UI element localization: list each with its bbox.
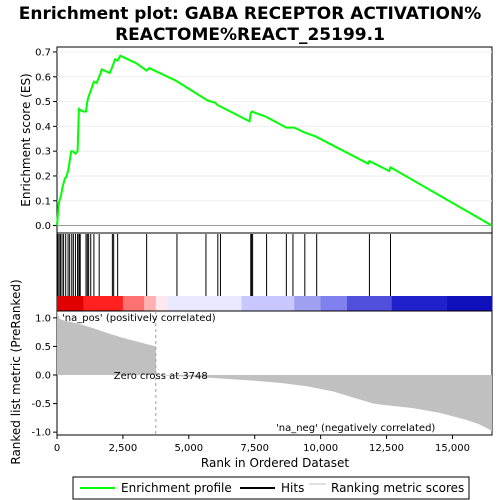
metric-y-axis-title: Ranked list metric (PreRanked) (9, 279, 23, 464)
es-y-tick-label: 0.0 (35, 221, 51, 232)
colorbar-segment (347, 296, 393, 311)
metric-y-tick-label: -1.0 (31, 428, 51, 439)
es-y-tick-label: 0.7 (35, 47, 51, 58)
colorbar-segment (167, 296, 243, 311)
es-y-axis: 0.0 0.1 0.2 0.3 0.4 0.5 0.6 0.7 (35, 47, 57, 232)
x-axis-title: Rank in Ordered Dataset (201, 456, 349, 470)
legend-label-enrichment: Enrichment profile (121, 481, 232, 495)
x-tick-label: 0 (54, 443, 60, 454)
legend-label-hits: Hits (281, 481, 304, 495)
x-tick-label: 15,000 (435, 443, 470, 454)
colorbar-segment (144, 296, 157, 311)
es-y-tick-label: 0.5 (35, 97, 51, 108)
es-y-tick-label: 0.6 (35, 72, 51, 83)
chart-title-line-2: REACTOME%REACT_25199.1 (115, 25, 385, 45)
enrichment-profile-line (56, 54, 493, 227)
es-panel-frame (56, 46, 493, 234)
colorbar-segment (83, 296, 124, 311)
negative-correlation-label: 'na_neg' (negatively correlated) (276, 423, 435, 434)
es-y-tick-label: 0.1 (35, 196, 51, 207)
es-y-tick-label: 0.4 (35, 122, 51, 133)
hits-markers (57, 234, 391, 296)
x-axis: 0 2,500 5,000 7,500 10,000 12,500 15,000 (54, 435, 470, 454)
x-tick-label: 12,500 (369, 443, 404, 454)
colorbar-segment (320, 296, 348, 311)
colorbar-segment (391, 296, 448, 311)
metric-y-tick-label: 0.5 (35, 342, 51, 353)
x-tick-label: 5,000 (174, 443, 203, 454)
ranking-metric-area (57, 311, 492, 431)
colorbar-segment (294, 296, 322, 311)
positive-correlation-label: 'na_pos' (positively correlated) (62, 313, 216, 324)
legend-label-metric: Ranking metric scores (331, 481, 464, 495)
x-tick-label: 7,500 (240, 443, 269, 454)
zero-cross-label: Zero cross at 3748 (114, 371, 208, 382)
es-gridlines (57, 51, 492, 227)
colorbar-segment (122, 296, 145, 311)
colorbar-segment (57, 296, 84, 311)
es-y-tick-label: 0.3 (35, 147, 51, 158)
es-y-tick-label: 0.2 (35, 171, 51, 182)
metric-y-tick-label: -0.5 (31, 399, 51, 410)
x-tick-label: 2,500 (109, 443, 138, 454)
x-tick-label: 10,000 (303, 443, 338, 454)
colorbar-segment (155, 296, 169, 311)
metric-y-tick-label: 0.0 (35, 371, 51, 382)
colorbar-segment (241, 296, 295, 311)
es-y-axis-title: Enrichment score (ES) (19, 73, 33, 206)
colorbar-segment (447, 296, 493, 311)
rank-colorbar (57, 296, 493, 311)
chart-title-line-1: Enrichment plot: GABA RECEPTOR ACTIVATIO… (19, 4, 482, 24)
metric-y-tick-label: 1.0 (35, 313, 51, 324)
metric-y-axis: 1.0 0.5 0.0 -0.5 -1.0 (31, 313, 57, 439)
